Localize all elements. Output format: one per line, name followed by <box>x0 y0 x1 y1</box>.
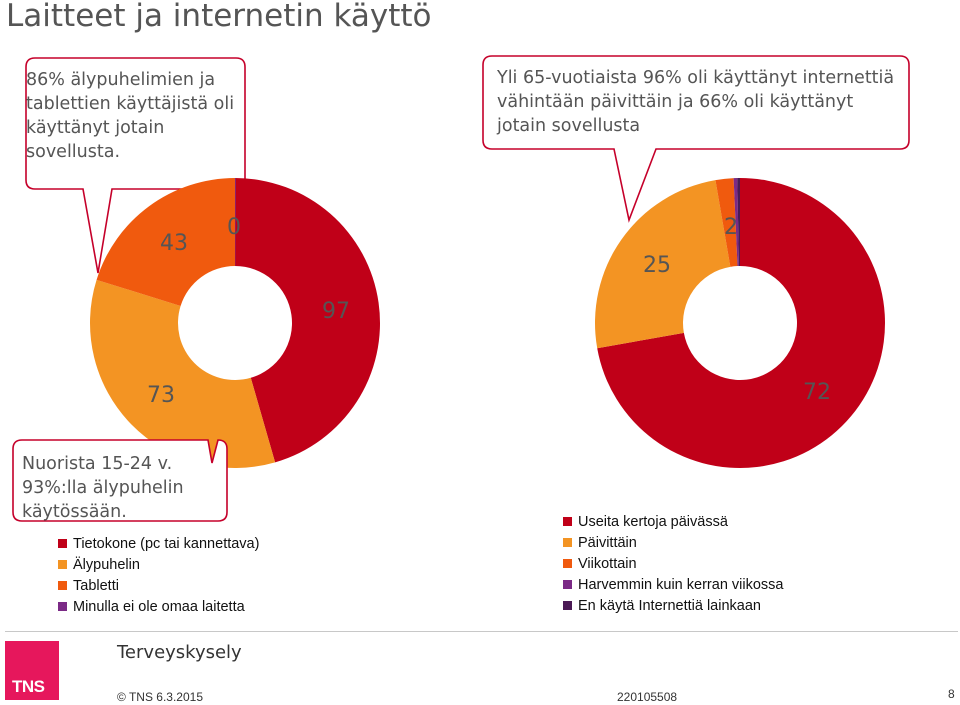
donut-chart-devices: 97 73 43 0 <box>90 178 380 468</box>
donut-slice <box>597 178 885 468</box>
legend-swatch <box>563 538 572 547</box>
legend-label: Tabletti <box>73 577 119 594</box>
legend-item: Tabletti <box>58 575 259 596</box>
legend-item: Tietokone (pc tai kannettava) <box>58 533 259 554</box>
legend-label: Älypuhelin <box>73 556 140 573</box>
legend-item: Harvemmin kuin kerran viikossa <box>563 574 783 595</box>
legend-internet-frequency: Useita kertoja päivässä Päivittäin Viiko… <box>563 511 783 616</box>
legend-swatch <box>563 601 572 610</box>
legend-label: Minulla ei ole omaa laitetta <box>73 598 245 615</box>
data-label: 0 <box>227 215 241 240</box>
page-number: 8 <box>948 687 955 701</box>
footer-divider <box>5 631 958 632</box>
copyright: © TNS 6.3.2015 <box>117 690 204 704</box>
donut-slice <box>595 180 731 349</box>
callout-youth-smartphone: Nuorista 15-24 v. 93%:lla älypuhelin käy… <box>22 454 184 522</box>
legend-label: En käytä Internettiä lainkaan <box>578 597 761 614</box>
callout-smartphone-apps: 86% älypuhelimien ja tablettien käyttäji… <box>26 70 235 162</box>
data-label: 25 <box>643 253 671 278</box>
callout-bottom-box <box>12 439 228 522</box>
callout-right-box <box>482 55 910 223</box>
donut-slice <box>715 178 738 267</box>
donut-slice <box>235 178 380 463</box>
logo-text: TNS <box>12 677 45 696</box>
legend-item: Viikottain <box>563 553 783 574</box>
legend-swatch <box>563 580 572 589</box>
legend-devices: Tietokone (pc tai kannettava) Älypuhelin… <box>58 533 259 617</box>
legend-label: Viikottain <box>578 555 637 572</box>
data-label: 73 <box>147 383 175 408</box>
callout-seniors-internet: Yli 65-vuotiaista 96% oli käyttänyt inte… <box>497 68 895 136</box>
donut-chart-internet-frequency: 72 25 2 <box>595 178 885 468</box>
legend-swatch <box>563 559 572 568</box>
charts-canvas: 97 73 43 0 72 25 2 <box>12 55 910 522</box>
legend-item: Älypuhelin <box>58 554 259 575</box>
donut-slice <box>737 178 740 267</box>
legend-item: Minulla ei ole omaa laitetta <box>58 596 259 617</box>
legend-label: Tietokone (pc tai kannettava) <box>73 535 260 552</box>
legend-label: Harvemmin kuin kerran viikossa <box>578 576 784 593</box>
legend-item: En käytä Internettiä lainkaan <box>563 595 783 616</box>
legend-swatch <box>58 560 67 569</box>
donut-slice <box>96 178 235 307</box>
legend-item: Päivittäin <box>563 532 783 553</box>
donut-slice <box>90 279 276 468</box>
legend-swatch <box>58 539 67 548</box>
callout-left-box <box>25 57 246 274</box>
legend-label: Päivittäin <box>578 534 637 551</box>
data-label: 2 <box>724 215 738 240</box>
legend-swatch <box>58 602 67 611</box>
legend-swatch <box>58 581 67 590</box>
legend-item: Useita kertoja päivässä <box>563 511 783 532</box>
data-label: 97 <box>322 299 350 324</box>
legend-swatch <box>563 517 572 526</box>
project-code: 220105508 <box>617 690 678 704</box>
donut-slice <box>235 178 236 267</box>
legend-label: Useita kertoja päivässä <box>578 513 728 530</box>
donut-slice <box>733 178 739 267</box>
data-label: 43 <box>160 231 188 256</box>
data-label: 72 <box>803 380 831 405</box>
tns-logo: TNS <box>5 641 59 700</box>
page-title: Laitteet ja internetin käyttö <box>6 0 432 34</box>
survey-name: Terveyskysely <box>117 642 242 663</box>
